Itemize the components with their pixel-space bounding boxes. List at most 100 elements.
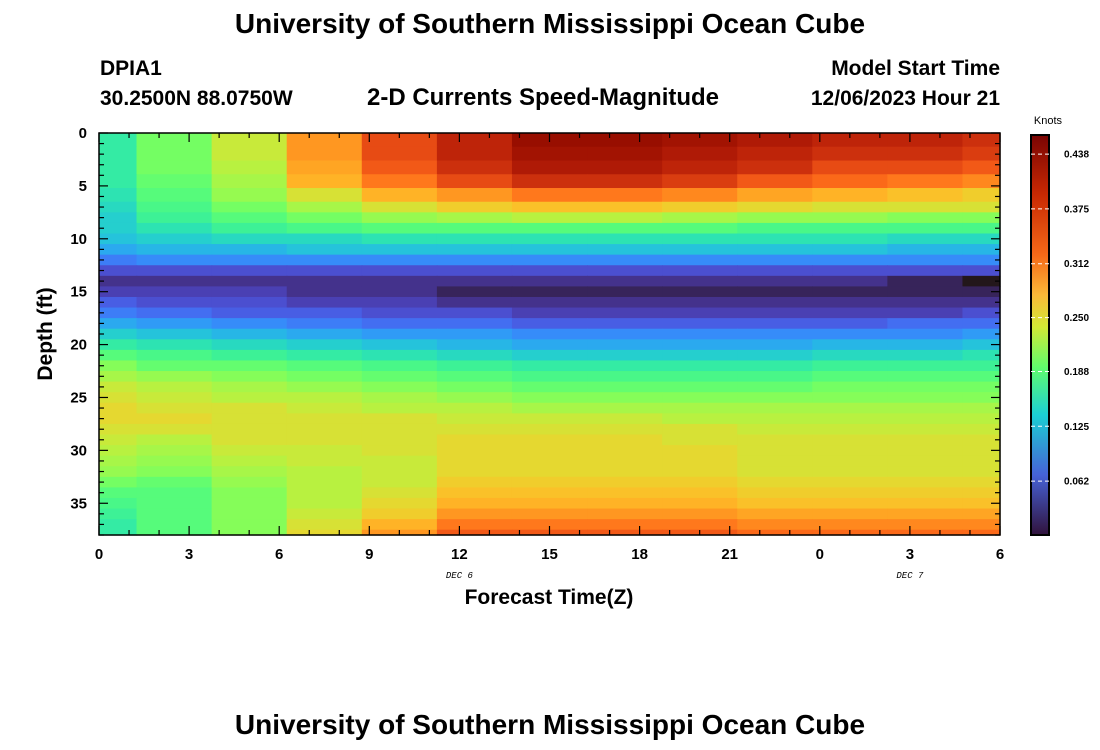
heatmap-cell (812, 423, 888, 436)
heatmap-cell (286, 188, 363, 203)
heatmap-cell (436, 212, 513, 224)
heatmap-cell (812, 265, 888, 277)
heatmap-cell (587, 328, 663, 340)
heatmap-cell (286, 497, 363, 510)
heatmap-cell (361, 188, 438, 203)
heatmap-cell (887, 318, 964, 330)
heatmap-cell (436, 476, 513, 488)
heatmap-cell (99, 476, 138, 488)
heatmap-cell (361, 328, 438, 340)
heatmap-cell (136, 497, 213, 510)
heatmap-cell (962, 318, 1001, 330)
heatmap-cell (962, 497, 1001, 510)
heatmap-cell (737, 265, 813, 277)
heatmap-cell (361, 508, 438, 520)
heatmap-cell (361, 307, 438, 319)
colorbar-tick-label: 0.312 (1064, 259, 1089, 270)
heatmap-cell (436, 381, 513, 393)
heatmap-cell (511, 466, 588, 478)
colorbar-tick-label: 0.438 (1064, 150, 1089, 161)
heatmap-cell (136, 212, 213, 224)
heatmap-cell (136, 519, 213, 531)
heatmap-cell (511, 476, 588, 488)
heatmap-cell (436, 519, 513, 531)
heatmap-cell (662, 244, 738, 256)
heatmap-cell (962, 445, 1001, 457)
heatmap-cell (662, 402, 738, 414)
heatmap-cell (99, 423, 138, 436)
heatmap-cell (511, 296, 588, 309)
heatmap-cell (436, 286, 513, 298)
heatmap-cell (812, 466, 888, 478)
heatmap-cell (436, 233, 513, 245)
heatmap-cell (737, 318, 813, 330)
heatmap-cell (962, 381, 1001, 393)
model-start-value: 12/06/2023 Hour 21 (810, 87, 1000, 110)
heatmap-cell (436, 371, 513, 383)
heatmap-cell (662, 174, 738, 189)
heatmap-cell (361, 371, 438, 383)
x-tick-label: 6 (275, 546, 283, 563)
heatmap-cell (962, 328, 1001, 340)
heatmap-cell (887, 487, 964, 499)
heatmap-cell (587, 381, 663, 393)
y-tick-label: 0 (79, 125, 87, 142)
colorbar-tick-label: 0.062 (1064, 477, 1089, 488)
heatmap-cell (286, 146, 363, 162)
heatmap-cell (737, 434, 813, 446)
colorbar (1030, 134, 1050, 536)
heatmap-cell (962, 296, 1001, 309)
heatmap-cell (812, 222, 888, 235)
heatmap-cell (511, 349, 588, 362)
heatmap-cell (211, 254, 288, 266)
heatmap-cell (436, 318, 513, 330)
heatmap-cell (887, 466, 964, 478)
axis-ticks (98, 132, 1001, 536)
heatmap-cell (211, 307, 288, 319)
heatmap-cell (812, 497, 888, 510)
heatmap-cell (587, 360, 663, 372)
heatmap-cell (812, 371, 888, 383)
heatmap-cell (737, 413, 813, 425)
heatmap-cell (99, 445, 138, 457)
heatmap-cell (99, 265, 138, 277)
heatmap-cell (511, 275, 588, 287)
heatmap-cell (361, 254, 438, 266)
heatmap-cell (436, 434, 513, 446)
y-tick-label: 15 (70, 284, 87, 301)
heatmap-cell (737, 307, 813, 319)
heatmap-cell (99, 381, 138, 393)
heatmap-cell (136, 133, 213, 148)
heatmap-cell (211, 328, 288, 340)
heatmap-cell (887, 296, 964, 309)
colorbar-ticks: 0.438 0.375 0.312 0.250 0.188 0.125 0.062 (1031, 150, 1089, 488)
heatmap-cell (962, 222, 1001, 235)
heatmap-cell (211, 233, 288, 245)
heatmap-cell (962, 201, 1001, 213)
heatmap-cell (587, 307, 663, 319)
heatmap-cell (436, 188, 513, 203)
heatmap-cell (887, 307, 964, 319)
heatmap-cell (211, 318, 288, 330)
heatmap-cell (962, 254, 1001, 266)
heatmap-cell (511, 381, 588, 393)
heatmap-cell (211, 265, 288, 277)
heatmap-cell (211, 519, 288, 531)
heatmap-cell (812, 476, 888, 488)
heatmap-cell (511, 339, 588, 351)
heatmap-cell (99, 146, 138, 162)
x-tick-label: 18 (631, 546, 648, 563)
heatmap-cell (361, 146, 438, 162)
heatmap-cell (436, 146, 513, 162)
date-labels: DEC 6 DEC 7 (446, 571, 924, 581)
heatmap-cell (99, 508, 138, 520)
heatmap-cell (887, 402, 964, 414)
product-title: 2-D Currents Speed-Magnitude (367, 84, 720, 111)
heatmap-cell (99, 133, 138, 148)
heatmap-cell (812, 188, 888, 203)
heatmap-cell (136, 529, 213, 536)
heatmap-cell (812, 434, 888, 446)
heatmap-cell (286, 307, 363, 319)
heatmap-cell (361, 519, 438, 531)
heatmap-cell (887, 244, 964, 256)
